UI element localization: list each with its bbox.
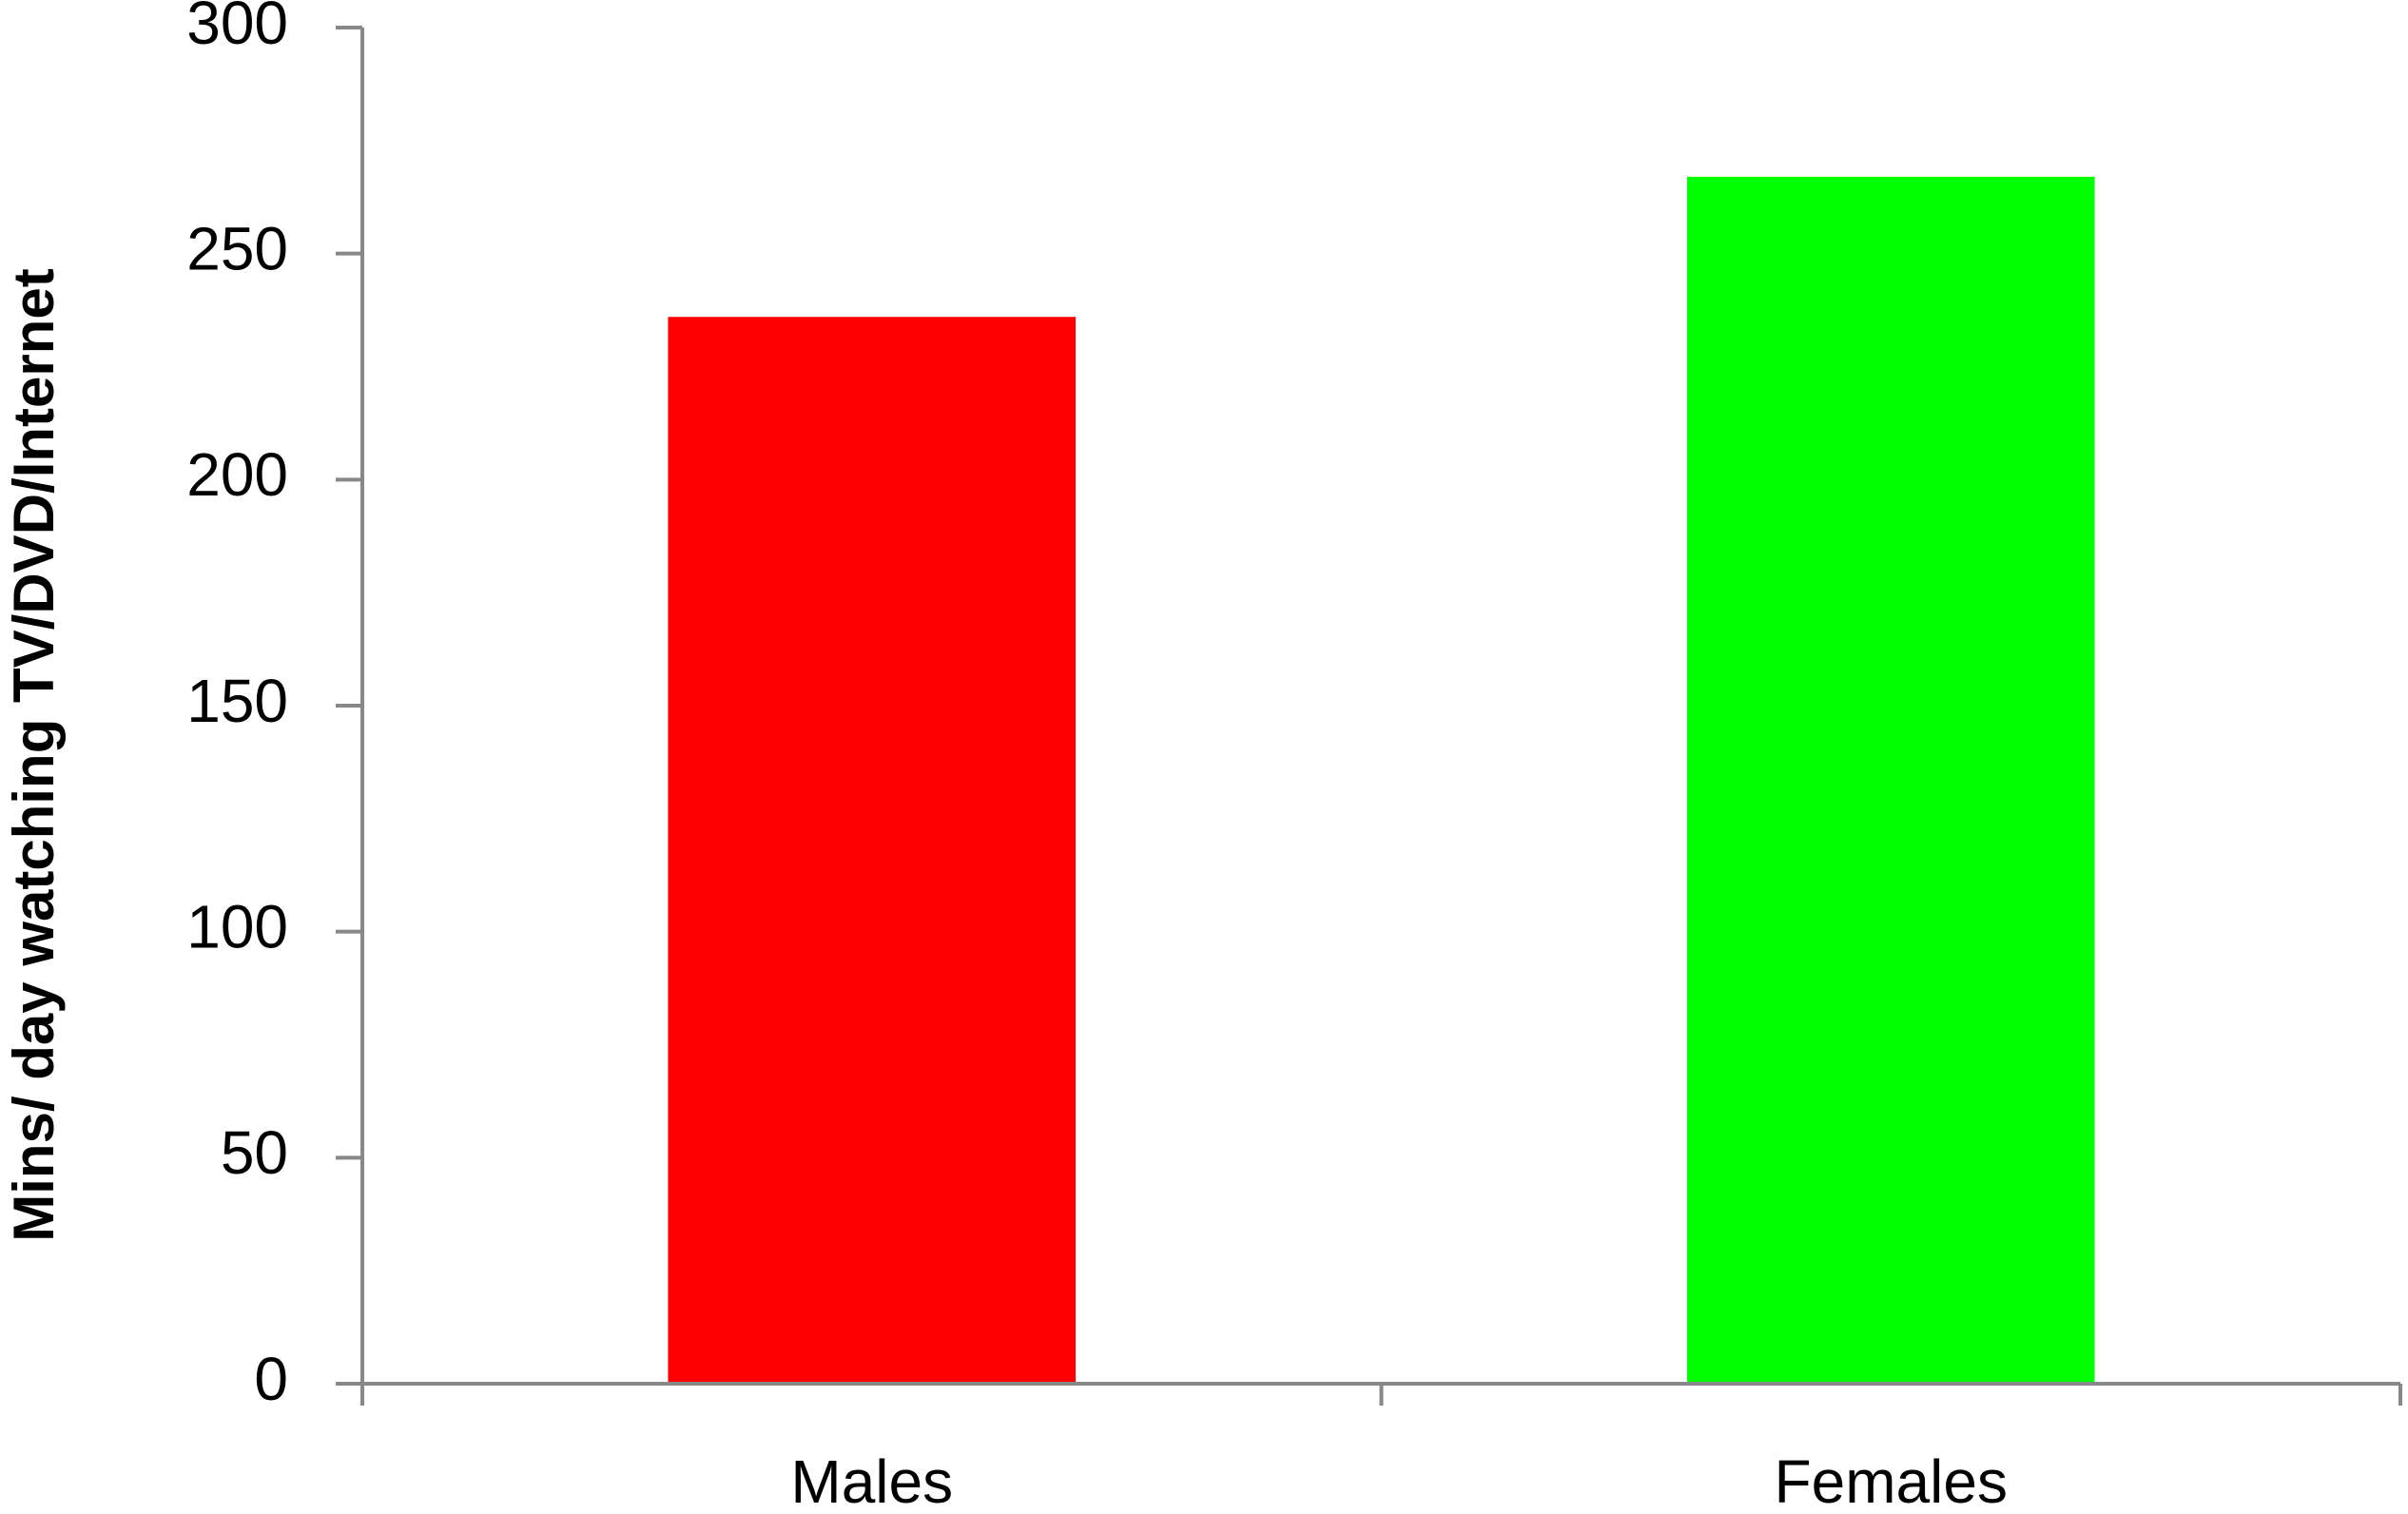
y-tick-label: 50	[221, 1118, 288, 1187]
bar	[668, 317, 1077, 1384]
x-tick-label: Females	[1775, 1447, 2008, 1514]
y-tick-label: 300	[186, 0, 288, 57]
y-tick-label: 100	[186, 893, 288, 961]
y-tick-label: 150	[186, 667, 288, 735]
bar	[1686, 176, 2095, 1385]
y-tick-label: 250	[186, 215, 288, 283]
x-tick-label: Males	[790, 1447, 953, 1514]
y-tick-label: 200	[186, 440, 288, 509]
y-tick-label: 0	[254, 1345, 288, 1413]
y-axis-label: Mins/ day watching TV/DVD/Internet	[2, 268, 66, 1241]
